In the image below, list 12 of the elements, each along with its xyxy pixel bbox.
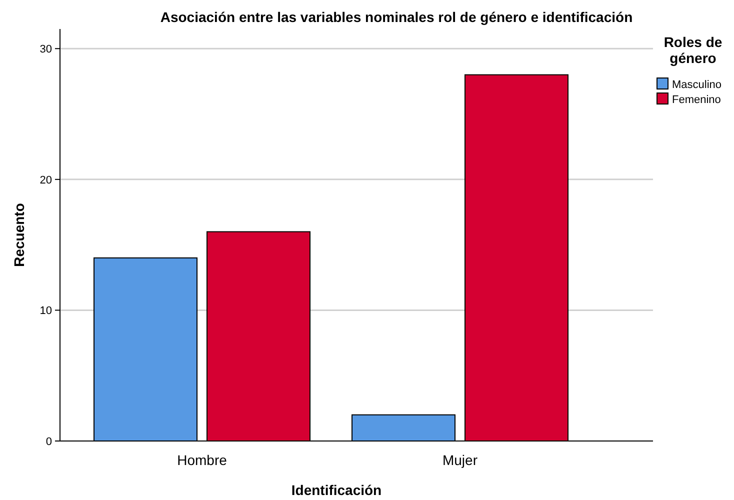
x-tick-label: Mujer [442,452,478,468]
y-tick-label: 20 [40,174,52,186]
y-tick-label: 0 [46,436,52,448]
y-tick-label: 10 [40,305,52,318]
y-tick-label: 30 [40,43,52,56]
legend-label: Masculino [672,78,722,91]
legend-title: Roles de género [664,34,722,66]
x-axis-title: Identificación [291,482,382,498]
y-axis-title: Recuento [11,203,27,267]
legend-label: Femenino [672,94,721,106]
x-tick-label: Hombre [177,452,228,468]
chart-title: Asociación entre las variables nominales rol de género e identificación [160,9,633,25]
